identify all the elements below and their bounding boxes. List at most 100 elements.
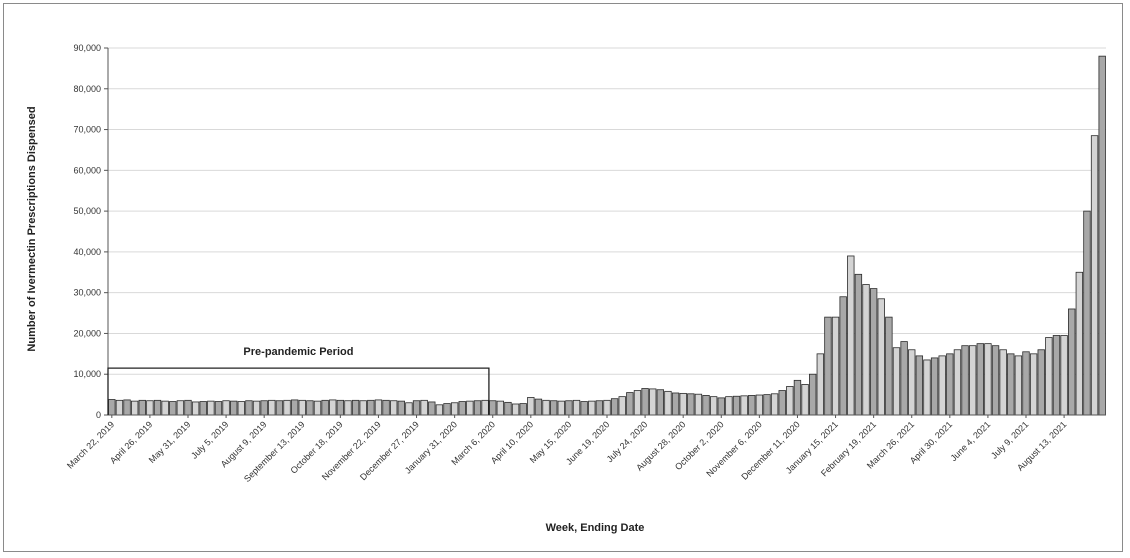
bar	[397, 400, 405, 416]
bar	[1014, 355, 1023, 416]
bar	[839, 296, 847, 416]
bar	[671, 392, 680, 416]
bar	[519, 403, 527, 416]
bar	[572, 399, 581, 416]
bar	[603, 399, 611, 416]
bar	[778, 390, 786, 416]
y-axis-title: Number of Ivermectin Prescriptions Dispe…	[26, 106, 38, 351]
bar	[976, 343, 984, 416]
bar	[930, 357, 939, 416]
pre-pandemic-bracket	[107, 367, 490, 415]
bar	[351, 399, 360, 416]
bar	[717, 397, 725, 416]
y-tick-label: 60,000	[73, 165, 101, 175]
bar	[405, 402, 413, 416]
bar	[108, 399, 116, 416]
bar	[961, 345, 969, 416]
bar	[313, 400, 322, 416]
bar	[1098, 55, 1106, 416]
bar	[549, 400, 558, 416]
y-tick-label: 0	[96, 410, 101, 420]
bar	[1090, 135, 1099, 416]
y-tick-label: 80,000	[73, 84, 101, 94]
bar	[1075, 271, 1084, 416]
bar	[687, 393, 695, 416]
ivermectin-bar-chart: 0 10,000 20,000 30,000 40,000 50,000 60,000 70,…	[26, 43, 1106, 534]
bar	[336, 399, 345, 416]
x-axis-title: Week, Ending Date	[546, 522, 645, 534]
bar	[435, 404, 444, 416]
bar	[847, 255, 855, 416]
bar	[969, 345, 977, 416]
y-tick-label: 40,000	[73, 247, 101, 257]
bar	[161, 400, 169, 416]
bar	[290, 399, 299, 416]
y-tick-label: 70,000	[73, 125, 101, 135]
bar	[725, 396, 733, 416]
x-tick-label: July 9, 2021	[989, 419, 1030, 460]
bar	[588, 400, 596, 416]
bar	[260, 400, 268, 416]
bar	[763, 394, 771, 416]
bar	[649, 388, 657, 416]
bar	[793, 379, 802, 416]
bar	[428, 401, 436, 416]
bar	[709, 396, 718, 416]
bar	[580, 401, 588, 416]
x-tick-label: July 5, 2019	[189, 419, 230, 460]
bar	[534, 398, 543, 416]
bar	[283, 399, 291, 416]
bar	[359, 400, 367, 416]
bar	[169, 401, 177, 416]
bar	[900, 341, 908, 416]
bar	[184, 399, 192, 416]
bar	[565, 400, 573, 416]
bar	[298, 399, 306, 416]
bar	[816, 353, 824, 416]
bar	[854, 273, 863, 416]
bar	[595, 400, 604, 416]
bar	[824, 316, 832, 416]
bar	[679, 392, 687, 416]
bar	[557, 400, 565, 416]
bar	[1007, 353, 1015, 416]
bar	[344, 400, 352, 416]
bar	[489, 400, 497, 416]
bar	[138, 399, 146, 416]
bar	[610, 398, 619, 416]
annotation: Pre-pandemic Period	[107, 346, 490, 415]
bar	[275, 400, 284, 416]
bar	[1060, 335, 1068, 416]
bar	[191, 401, 200, 416]
bar	[390, 400, 398, 416]
bar	[869, 288, 878, 416]
bar	[230, 400, 238, 416]
bar	[1022, 351, 1030, 416]
bar	[999, 349, 1007, 416]
bar	[748, 395, 756, 416]
bar	[329, 399, 337, 416]
bar	[1045, 337, 1053, 416]
bar	[504, 401, 512, 416]
bar	[953, 349, 962, 416]
bar	[245, 400, 253, 416]
bar	[885, 316, 893, 416]
y-tick-label: 10,000	[73, 369, 101, 379]
bar	[938, 355, 946, 416]
bar	[892, 347, 901, 416]
x-tick-label: June 4, 2021	[948, 419, 992, 463]
bar	[207, 400, 215, 416]
bar	[214, 401, 223, 416]
bar	[1037, 349, 1045, 416]
bar	[222, 400, 230, 416]
bar	[466, 400, 474, 416]
bar	[984, 343, 992, 416]
bar	[443, 403, 451, 416]
bar	[146, 400, 154, 416]
bar	[641, 388, 649, 416]
bar	[877, 298, 885, 416]
bar	[946, 353, 954, 416]
bar	[420, 399, 428, 416]
bar	[862, 284, 870, 416]
